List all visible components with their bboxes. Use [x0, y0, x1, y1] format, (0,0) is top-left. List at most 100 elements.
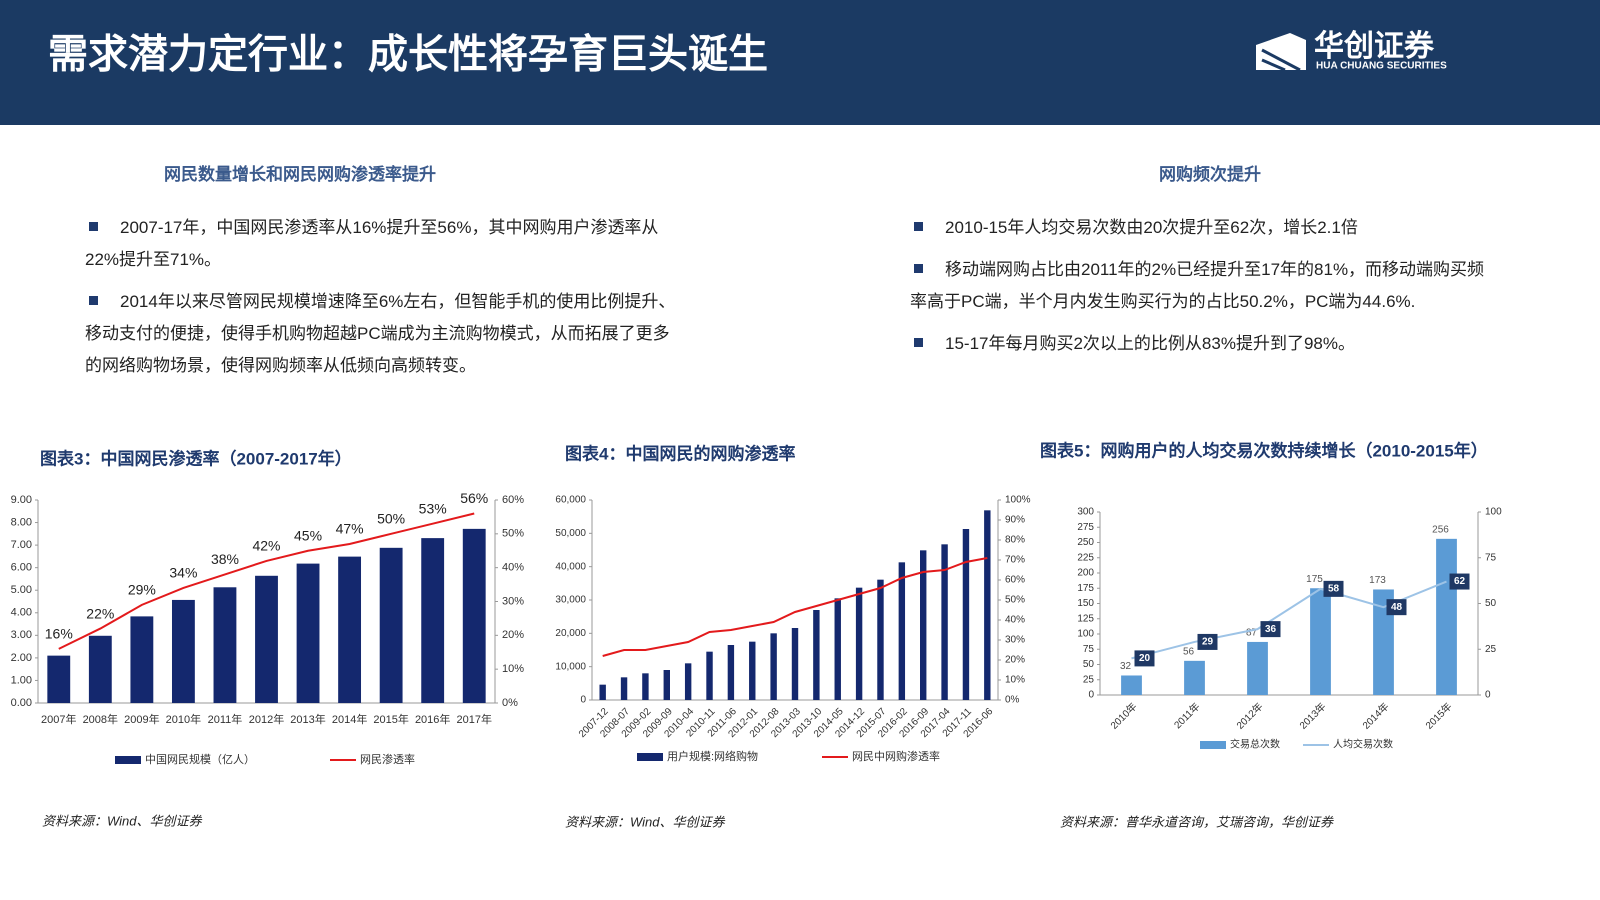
data-label: 53%	[419, 500, 447, 516]
legend-label: 交易总次数	[1230, 738, 1280, 751]
bar	[296, 563, 320, 703]
y-tick-label: 50,000	[555, 528, 586, 539]
y-tick-label: 175	[1077, 583, 1094, 594]
data-label: 36	[1265, 624, 1277, 635]
y2-tick-label: 20%	[1005, 655, 1025, 666]
data-label: 48	[1391, 602, 1403, 613]
y-tick-label: 10,000	[555, 661, 586, 672]
bar	[642, 673, 649, 700]
bullet-text: 2007-17年，中国网民渗透率从16%提升至56%，其中网购用户渗透率从22%…	[85, 218, 659, 269]
bar	[1373, 589, 1394, 695]
y2-tick-label: 100	[1485, 507, 1502, 518]
y-tick-label: 0.00	[11, 697, 32, 709]
legend-swatch	[637, 753, 663, 761]
bullet-text: 2014年以来尽管网民规模增速降至6%左右，但智能手机的使用比例提升、移动支付的…	[85, 292, 676, 375]
bar	[663, 670, 670, 700]
data-label: 20	[1139, 653, 1151, 664]
bar	[620, 677, 628, 700]
bullet-square	[914, 222, 923, 231]
x-tick-label: 2016年	[415, 712, 450, 726]
bullet: 2014年以来尽管网民规模增速降至6%左右，但智能手机的使用比例提升、移动支付的…	[85, 286, 685, 382]
y-tick-label: 25	[1083, 674, 1095, 685]
y-tick-label: 0	[580, 695, 586, 706]
data-label: 22%	[86, 605, 114, 621]
x-tick-label: 2015年	[373, 712, 408, 726]
label-box	[1134, 650, 1155, 667]
y-tick-label: 1.00	[11, 674, 32, 686]
bar	[130, 616, 154, 703]
x-tick-label: 2012年	[1233, 700, 1265, 732]
data-label: 16%	[45, 626, 73, 642]
section-heading: 网民数量增长和网民网购渗透率提升	[164, 165, 436, 184]
y2-tick-label: 90%	[1005, 515, 1025, 526]
y2-tick-label: 50%	[1005, 595, 1025, 606]
bar	[706, 651, 713, 700]
data-label: 42%	[252, 538, 280, 554]
x-tick-label: 2014年	[1359, 700, 1391, 732]
data-label: 87	[1246, 628, 1258, 639]
bullet-square	[914, 264, 923, 273]
bar	[1310, 588, 1331, 695]
y2-tick-label: 0	[1485, 690, 1491, 701]
bar	[421, 538, 445, 703]
bar	[1184, 660, 1205, 695]
bar	[920, 550, 927, 700]
legend-label: 用户规模:网络购物	[667, 749, 758, 763]
y-tick-label: 100	[1077, 629, 1094, 640]
bullet-list: 2010-15年人均交易次数由20次提升至62次，增长2.1倍移动端网购占比由2…	[910, 212, 1490, 370]
y2-tick-label: 10%	[1005, 675, 1025, 686]
data-label: 56	[1183, 646, 1195, 657]
legend-swatch	[115, 756, 141, 764]
y-tick-label: 225	[1077, 552, 1094, 563]
bullet-text: 2010-15年人均交易次数由20次提升至62次，增长2.1倍	[945, 218, 1358, 237]
bar	[1436, 538, 1457, 695]
chart-title: 图表3：中国网民渗透率（2007-2017年）	[40, 448, 352, 468]
bar	[898, 562, 906, 700]
y2-tick-label: 100%	[1005, 495, 1031, 506]
x-tick-label: 2011年	[208, 712, 243, 726]
line	[58, 512, 475, 650]
bullet-text: 移动端网购占比由2011年的2%已经提升至17年的81%，而移动端购买频率高于P…	[910, 260, 1485, 311]
label-box	[1197, 633, 1218, 650]
chart-title: 图表5：网购用户的人均交易次数持续增长（2010-2015年）	[1040, 440, 1488, 460]
bar	[213, 587, 237, 703]
data-label: 175	[1306, 574, 1323, 585]
data-label: 56%	[460, 490, 488, 506]
label-box	[1323, 580, 1344, 597]
bar	[984, 510, 991, 700]
bullet-square	[89, 296, 98, 305]
y-tick-label: 6.00	[11, 562, 32, 574]
y2-tick-label: 40%	[502, 562, 524, 574]
y2-tick-label: 30%	[502, 595, 524, 607]
y2-tick-label: 0%	[502, 697, 518, 709]
data-label: 29%	[128, 582, 156, 598]
y-tick-label: 50	[1083, 659, 1095, 670]
bar	[834, 598, 841, 700]
y-tick-label: 2.00	[11, 652, 32, 664]
y-tick-label: 275	[1077, 522, 1094, 533]
legend-label: 中国网民规模（亿人）	[145, 752, 255, 766]
y2-tick-label: 40%	[1005, 615, 1025, 626]
x-tick-label: 2009年	[124, 712, 159, 726]
y-tick-label: 5.00	[11, 584, 32, 596]
bar	[770, 633, 777, 700]
data-label: 29	[1202, 637, 1214, 648]
y2-tick-label: 50%	[502, 528, 524, 540]
logo-cn: 华创证券	[1314, 30, 1435, 63]
bar	[462, 528, 486, 703]
bar	[1121, 675, 1142, 695]
bar	[379, 547, 403, 703]
y-tick-label: 125	[1077, 613, 1094, 624]
x-tick-label: 2013年	[1296, 700, 1328, 732]
data-label: 34%	[169, 565, 197, 581]
x-tick-label: 2007年	[41, 712, 76, 726]
slide-title: 需求潜力定行业：成长性将孕育巨头诞生	[48, 33, 768, 77]
line	[1131, 580, 1447, 660]
bullet: 移动端网购占比由2011年的2%已经提升至17年的81%，而移动端购买频率高于P…	[910, 254, 1490, 318]
bar	[88, 635, 112, 703]
header-band	[0, 0, 1600, 125]
y-tick-label: 300	[1077, 507, 1094, 518]
bar	[749, 641, 756, 700]
y-tick-label: 30,000	[555, 595, 586, 606]
